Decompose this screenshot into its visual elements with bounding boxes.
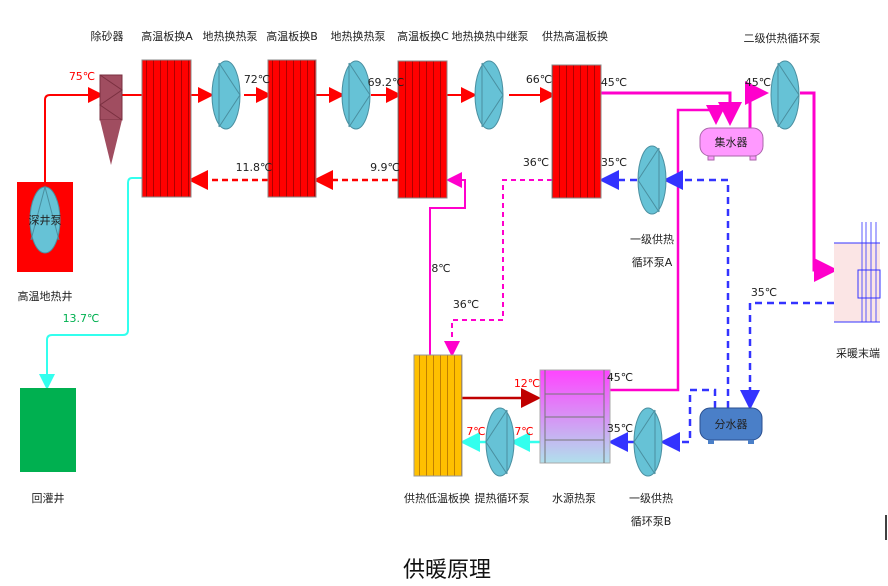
pump-icon [485,407,515,477]
extraction-pump-label: 提热循环泵 [475,492,530,505]
temp-hp-out-source: 7℃ [514,425,533,438]
heating-terminal [834,222,881,323]
pump-icon [633,407,663,477]
distributor-label: 分水器 [715,418,748,431]
hx-b-label: 高温板换B [266,29,318,43]
temp-well-out: 75℃ [69,70,95,83]
temp-after-c: 66℃ [526,73,552,86]
hx-a [141,59,192,198]
temperature-labels: 75℃ 72℃ 69.2℃ 66℃ 11.8℃ 9.9℃ 13.7℃ 45℃ 4… [63,70,778,438]
temp-low-hx-in: 36℃ [453,298,479,311]
hx-b [267,59,317,198]
temp-return-c: 9.9℃ [370,161,400,174]
reinjection-well [20,388,76,472]
temp-hp-out-hot: 45℃ [607,371,633,384]
primary-pump-b-label: 一级供热 [629,491,673,505]
pump-icon [474,60,504,130]
diagram-caption: 供暖原理 [403,558,491,583]
temp-collector-out: 45℃ [745,76,771,89]
desander-icon [99,74,123,165]
hx-c [397,60,448,199]
pump-icon [770,60,800,130]
pump-2-label: 地热换热泵 [331,29,386,43]
secondary-pump-label: 二级供热循环泵 [744,31,821,45]
supply-hx-high-label: 供热高温板换 [542,29,608,43]
water-source-heat-pump [539,369,611,464]
hot-well-label: 高温地热井 [18,289,73,303]
pipes [39,81,838,452]
collector [699,127,764,161]
pump-icon [341,60,371,130]
deep-well-pump-label: 深井泵 [29,213,62,227]
hx-c-label: 高温板换C [397,29,449,43]
deep-well-pump-icon [29,185,61,254]
temp-pump-out-source: 7℃ [466,425,485,438]
terminal-label: 采暖末端 [836,346,880,360]
temp-supply-hx-out: 45℃ [601,76,627,89]
pipe-well-to-desander [44,87,104,182]
temp-hp-in-source: 12℃ [514,377,540,390]
pump-icon [211,60,241,130]
temp-reinjection: 13.7℃ [63,312,100,325]
temp-hp-return: 35℃ [607,422,633,435]
temp-after-a: 72℃ [244,73,270,86]
temp-supply-hx-return-in: 35℃ [601,156,627,169]
reinjection-well-label: 回灌井 [32,491,65,505]
supply-hx-low [413,354,463,477]
relay-pump-label: 地热换热中继泵 [452,29,529,43]
temp-return-b: 11.8℃ [236,161,273,174]
temp-terminal-return: 35℃ [751,286,777,299]
hx-a-label: 高温板换A [141,29,193,43]
temp-after-b: 69.2℃ [368,76,405,89]
water-source-hp-label: 水源热泵 [552,491,596,505]
temp-supply-hx-return-out: 36℃ [523,156,549,169]
supply-hx-low-label: 供热低温板换 [404,491,470,505]
primary-pump-a-label: 一级供热 [630,232,674,246]
supply-hx-high [551,64,602,199]
distributor [699,407,763,444]
pump-icon [637,145,667,215]
desander-label: 除砂器 [91,29,124,43]
collector-label: 集水器 [715,135,748,149]
pipe-reinjection [39,177,142,390]
temp-low-hx-loop: 8℃ [431,262,450,275]
pump-1-label: 地热换热泵 [203,29,258,43]
primary-pump-b-label-2: 循环泵B [631,515,672,528]
primary-pump-a-label-2: 循环泵A [632,256,673,269]
